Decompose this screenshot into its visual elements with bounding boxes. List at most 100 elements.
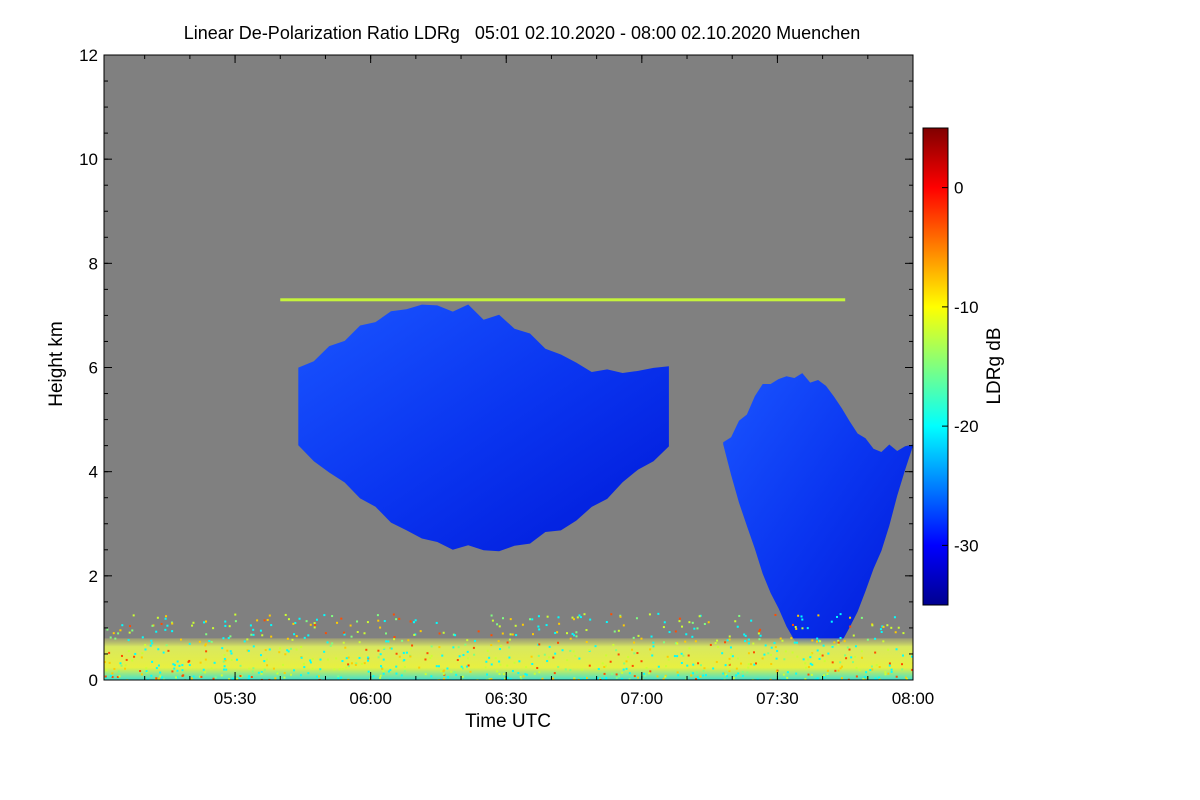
boundary-layer-speckle [204,658,207,661]
boundary-layer-speckle [188,659,191,662]
boundary-layer-speckle [419,630,422,633]
boundary-layer-speckle [852,634,855,637]
boundary-layer-speckle [840,665,843,668]
boundary-layer-speckle [712,667,715,670]
boundary-layer-speckle [682,654,685,657]
boundary-layer-speckle [874,637,877,640]
boundary-layer-speckle [311,667,314,670]
boundary-layer-speckle [656,675,659,678]
boundary-layer-speckle [511,633,514,636]
boundary-layer-speckle [497,640,500,643]
boundary-layer-speckle [564,668,567,671]
boundary-layer-speckle [435,665,438,668]
boundary-layer-speckle [117,632,120,635]
boundary-layer-speckle [801,618,804,621]
x-tick-label: 06:30 [485,689,528,708]
boundary-layer-speckle [141,652,144,655]
boundary-layer-speckle [121,624,124,627]
boundary-layer-speckle [409,655,412,658]
boundary-layer-speckle [538,643,541,646]
boundary-layer-speckle [554,652,557,655]
boundary-layer-speckle [572,618,575,621]
boundary-layer-speckle [226,649,229,652]
boundary-layer-speckle [819,640,822,643]
boundary-layer-speckle [155,667,158,670]
boundary-layer-speckle [125,658,128,661]
boundary-layer-speckle [541,677,544,680]
boundary-layer-speckle [501,617,504,620]
boundary-layer-speckle [770,646,773,649]
boundary-layer-speckle [224,624,227,627]
boundary-layer-speckle [287,618,290,621]
boundary-layer-speckle [513,661,516,664]
boundary-layer-speckle [807,673,810,676]
boundary-layer-speckle [293,669,296,672]
boundary-layer-speckle [727,668,730,671]
boundary-layer-speckle [367,659,370,662]
boundary-layer-speckle [293,633,296,636]
boundary-layer-speckle [395,652,398,655]
boundary-layer-speckle [257,671,260,674]
boundary-layer-speckle [574,654,577,657]
boundary-layer-speckle [736,657,739,660]
boundary-layer-speckle [791,651,794,654]
boundary-layer-speckle [343,633,346,636]
boundary-layer-speckle [878,666,881,669]
boundary-layer-speckle [347,656,350,659]
boundary-layer-speckle [860,616,863,619]
boundary-layer-speckle [131,659,134,662]
boundary-layer-speckle [509,618,512,621]
boundary-layer-speckle [382,670,385,673]
boundary-layer-speckle [150,674,153,677]
boundary-layer-speckle [356,620,359,623]
boundary-layer-speckle [460,667,463,670]
boundary-layer-speckle [882,625,885,628]
boundary-layer-speckle [506,676,509,679]
boundary-layer-speckle [769,653,772,656]
boundary-layer-speckle [911,668,913,671]
colorbar-tick-label: 0 [954,179,963,198]
boundary-layer-speckle [517,672,520,675]
boundary-layer-speckle [747,663,750,666]
boundary-layer-speckle [246,638,249,641]
x-tick-label: 07:00 [621,689,664,708]
boundary-layer-speckle [367,670,370,673]
boundary-layer-speckle [728,635,731,638]
boundary-layer-speckle [165,644,168,647]
boundary-layer-speckle [774,646,777,649]
boundary-layer-speckle [676,671,679,674]
boundary-layer-speckle [860,650,863,653]
boundary-layer-speckle [347,665,350,668]
boundary-layer-speckle [333,668,336,671]
boundary-layer-speckle [441,654,444,657]
boundary-layer-speckle [157,677,160,680]
boundary-layer-speckle [426,652,429,655]
boundary-layer-speckle [473,653,476,656]
boundary-layer-speckle [543,653,546,656]
boundary-layer-speckle [569,637,572,640]
boundary-layer-speckle [691,621,694,624]
y-axis-label: Height km [46,321,67,407]
boundary-layer-speckle [858,669,861,672]
boundary-layer-speckle [615,649,618,652]
boundary-layer-speckle [688,647,691,650]
boundary-layer-speckle [514,624,517,627]
boundary-layer-speckle [757,632,760,635]
boundary-layer-speckle [790,637,793,640]
boundary-layer-speckle [707,621,710,624]
boundary-layer-speckle [501,632,504,635]
boundary-layer-speckle [234,620,237,623]
boundary-layer-speckle [166,624,169,627]
boundary-layer-speckle [687,654,690,657]
boundary-layer-speckle [124,667,127,670]
boundary-layer-speckle [508,646,511,649]
boundary-layer-speckle [633,675,636,678]
boundary-layer-speckle [746,671,749,674]
boundary-layer-speckle [730,653,733,656]
boundary-layer-speckle [251,670,254,673]
boundary-layer-speckle [210,640,213,643]
boundary-layer-speckle [763,653,766,656]
boundary-layer-speckle [511,669,514,672]
boundary-layer-speckle [728,662,731,665]
boundary-layer-speckle [223,665,226,668]
